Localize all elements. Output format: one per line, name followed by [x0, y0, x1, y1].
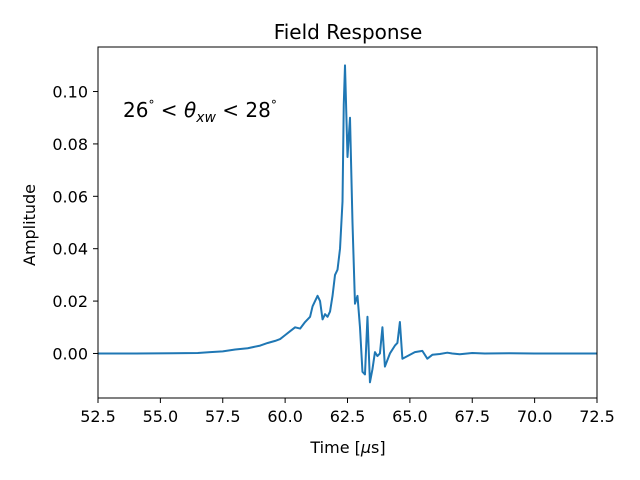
annotation-theta-range: 26° < θxw < 28° — [123, 98, 277, 126]
y-tick-label: 0.00 — [52, 344, 88, 363]
x-tick-label: 67.5 — [454, 407, 490, 426]
x-tick-label: 55.0 — [143, 407, 179, 426]
x-tick-label: 57.5 — [205, 407, 241, 426]
series-line-0 — [98, 64, 597, 384]
y-axis-label: Amplitude — [20, 184, 39, 266]
y-tick-label: 0.10 — [52, 83, 88, 102]
x-axis-label-rest: s] — [371, 438, 386, 457]
x-tick-label: 52.5 — [80, 407, 116, 426]
y-tick-label: 0.06 — [52, 187, 88, 206]
line-layer — [98, 64, 597, 384]
x-axis: 52.5 55.0 57.5 60.0 62.5 65.0 67.5 70.0 72.5 — [80, 398, 615, 426]
x-tick-label: 65.0 — [392, 407, 428, 426]
x-axis-label: Time [μs] — [309, 438, 385, 457]
x-tick-label: 62.5 — [330, 407, 366, 426]
chart-title: Field Response — [274, 20, 423, 44]
y-tick-label: 0.08 — [52, 135, 88, 154]
y-tick-label: 0.04 — [52, 240, 88, 259]
y-tick-label: 0.02 — [52, 292, 88, 311]
x-tick-label: 72.5 — [579, 407, 615, 426]
y-axis: 0.00 0.02 0.04 0.06 0.08 0.10 — [52, 83, 98, 363]
x-tick-label: 60.0 — [267, 407, 303, 426]
x-axis-label-greek: μ — [360, 438, 371, 457]
x-tick-label: 70.0 — [517, 407, 553, 426]
x-axis-label-main: Time [ — [309, 438, 360, 457]
